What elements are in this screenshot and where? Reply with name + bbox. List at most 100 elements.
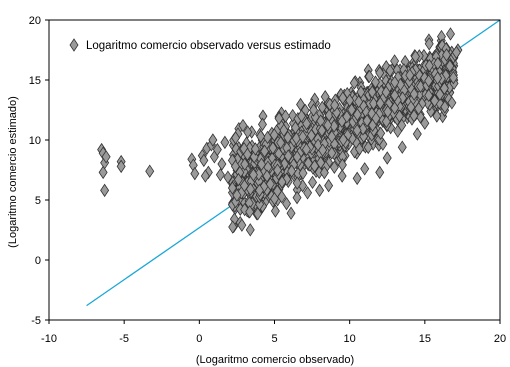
cluster-point [369,96,379,111]
y-tick-label: 5 [35,195,41,207]
cluster-point [237,218,247,232]
legend-label: Logaritmo comercio observado versus esti… [86,40,331,52]
data-point [232,188,242,202]
cluster-point [292,176,302,190]
cluster-point [352,107,362,122]
data-point [420,116,430,130]
data-point [412,127,422,141]
cluster-point [381,85,391,99]
cluster-point [283,149,293,163]
cluster-point [433,56,443,71]
data-point [116,159,126,174]
data-point [98,165,108,180]
data-point [448,70,458,85]
cluster-point [358,122,368,136]
cluster-point [228,220,238,234]
cluster-point [319,165,329,180]
data-point [101,150,111,164]
cluster-point [414,101,424,116]
data-point [190,166,200,181]
cluster-point [424,74,434,88]
data-point [262,169,272,183]
data-point [248,168,258,182]
cluster-point [442,48,452,62]
cluster-point [424,88,434,103]
x-tick-label: 20 [494,333,506,345]
data-point [309,103,319,117]
data-point [233,172,243,187]
data-point [432,109,442,123]
cluster-point [317,123,327,138]
cluster-point [397,118,407,133]
cluster-point [430,94,440,108]
data-point [286,206,296,220]
cluster-point [329,160,339,174]
data-point [397,140,407,154]
cluster-point [243,125,253,139]
data-point [215,168,225,182]
cluster-point [250,142,260,156]
cluster-point [323,118,333,132]
cluster-point [411,49,420,64]
data-point [242,147,252,162]
cluster-point [440,100,450,114]
cluster-point [364,69,374,84]
data-point [199,153,209,168]
cluster-point [375,66,385,80]
cluster-point [376,126,386,141]
x-tick-label: 15 [419,333,431,345]
cluster-point [255,197,265,211]
cluster-point [349,76,359,90]
cluster-point [371,111,381,126]
data-point [217,157,227,171]
data-point [274,111,284,126]
cluster-point [363,140,373,155]
cluster-point [283,130,293,145]
x-tick-label: 10 [344,333,356,345]
cluster-point [409,87,419,101]
data-point [208,133,218,147]
y-tick-label: 0 [35,255,41,267]
data-point [303,186,313,200]
data-point [352,171,362,186]
cluster-point [381,114,391,129]
cluster-point [338,91,348,105]
y-tick-label: 15 [29,75,41,87]
data-point [447,96,457,110]
cluster-point [296,97,306,112]
cluster-point [298,130,308,144]
cluster-point [253,207,263,221]
data-point [390,75,400,90]
x-tick-label: -10 [41,333,57,345]
data-point [315,183,325,198]
cluster-point [390,54,400,68]
cluster-point [385,64,395,78]
data-point [223,170,233,184]
data-point [100,183,110,198]
cluster-point [354,94,364,109]
data-point [230,159,240,174]
cluster-point [302,116,312,131]
cluster-point [318,143,328,157]
cluster-point [268,141,278,155]
data-point [212,142,222,157]
cluster-point [362,113,372,128]
data-point [145,164,155,178]
data-point [330,98,340,112]
cluster-point [433,71,443,85]
cluster-point [240,157,250,171]
y-axis-label: (Logaritmo comercio estimado) [7,96,19,248]
cluster-point [231,131,241,145]
y-tick-label: 10 [29,135,41,147]
data-point [220,135,230,150]
cluster-point [317,100,327,115]
data-point [382,151,392,165]
legend: Logaritmo comercio observado versus esti… [69,38,331,52]
cluster-point [370,75,380,89]
points-layer [97,27,463,237]
cluster-point [390,88,400,103]
cluster-point [327,129,337,144]
cluster-point [279,123,289,138]
